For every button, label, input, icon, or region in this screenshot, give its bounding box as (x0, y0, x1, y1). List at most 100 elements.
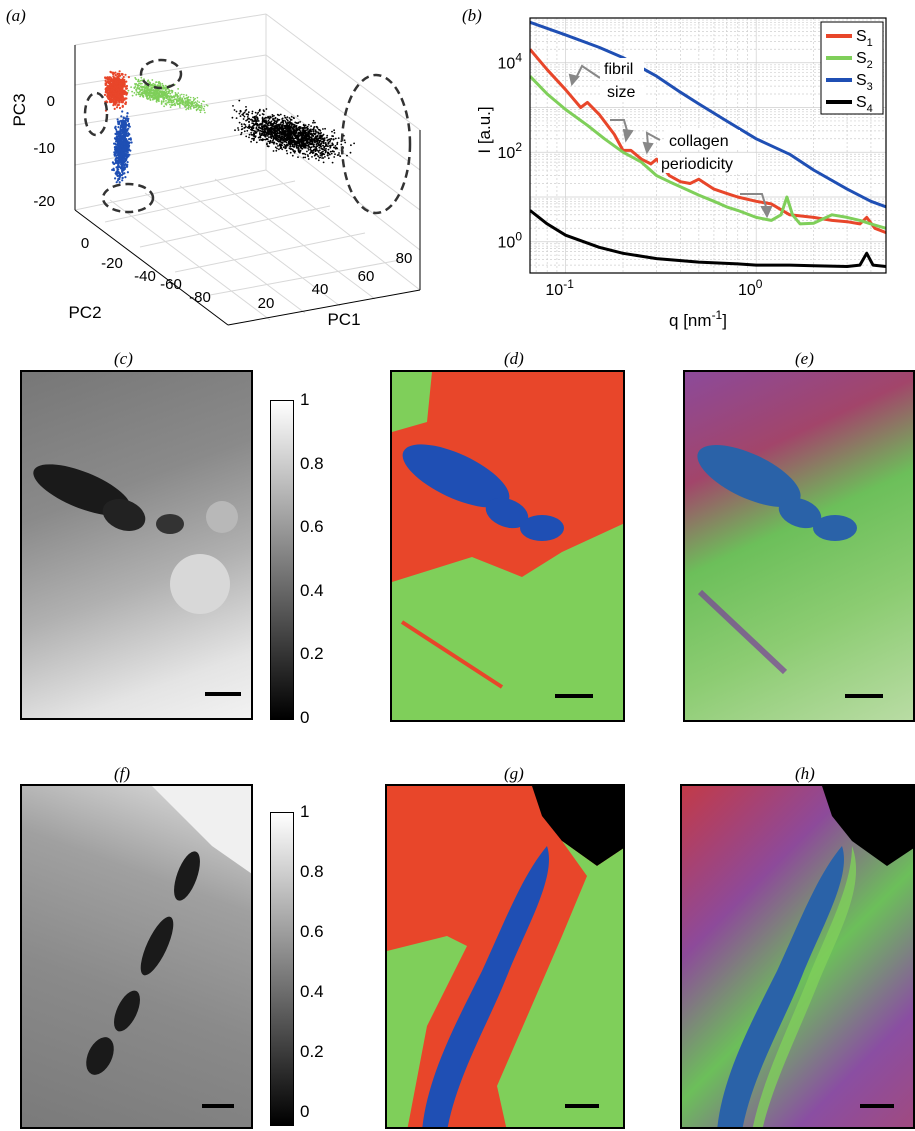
pca-point (277, 138, 280, 141)
pca-point (271, 134, 274, 137)
pca-point (256, 117, 259, 120)
pca-point (126, 115, 129, 118)
pca-point (126, 171, 129, 174)
pca-point (304, 133, 307, 136)
pca-point (281, 118, 283, 120)
pca-point (238, 99, 241, 102)
pca-point (166, 90, 168, 93)
pca-point (288, 147, 291, 150)
pca-point (289, 130, 292, 133)
colorbar-tick: 0.4 (300, 982, 324, 1001)
pca-point (107, 96, 110, 100)
pca-point (294, 150, 297, 153)
pca-point (108, 76, 111, 79)
pca-point (121, 73, 124, 76)
pca-point (283, 146, 285, 148)
y-tick: 0 (81, 235, 89, 252)
pca-point (322, 150, 324, 153)
pca-point (272, 139, 274, 142)
pca-points (103, 70, 355, 184)
pca-point (118, 181, 121, 184)
pca-point (192, 96, 195, 99)
pca-point (317, 128, 320, 131)
pca-point (302, 136, 305, 139)
pca-point (160, 96, 163, 98)
pca-point (252, 139, 255, 142)
pca-point (286, 127, 289, 130)
pca-point (123, 89, 126, 92)
pca-point (271, 114, 274, 116)
pca-point (319, 152, 322, 155)
pca-point (127, 149, 130, 152)
pca-point (325, 150, 327, 153)
pca-point (112, 169, 115, 172)
pca-point (313, 137, 316, 140)
pca-point (308, 136, 310, 139)
scale-bar (555, 694, 593, 698)
colorbar-tick: 0 (300, 708, 310, 727)
pca-point (117, 98, 120, 101)
pca-point (246, 116, 249, 118)
annotation-fibril: fibril (604, 61, 633, 78)
pca-point (254, 111, 257, 114)
pca-point (311, 149, 313, 152)
scale-bar (845, 694, 883, 698)
pca-point (184, 105, 186, 107)
pca-point (312, 121, 314, 124)
pca-point (112, 71, 115, 74)
pca-point (318, 149, 321, 152)
pca-point (340, 143, 343, 146)
scale-bar (860, 1104, 894, 1108)
pca-point (309, 148, 312, 151)
pca-point (241, 113, 244, 116)
pca-point (118, 160, 121, 163)
pca-point (197, 107, 199, 109)
pca-point (179, 94, 181, 96)
pca-point (118, 174, 121, 177)
pca-point (251, 112, 254, 115)
pca-point (123, 142, 126, 146)
pca-point (120, 166, 124, 169)
pca-point (240, 123, 243, 126)
pca-y-label: PC2 (68, 303, 101, 322)
pca-point (310, 146, 313, 149)
pca-point (148, 81, 151, 83)
pca-point (283, 133, 286, 136)
pca-point (150, 94, 152, 97)
pca-point (283, 140, 286, 143)
pca-point (130, 141, 133, 144)
pca-point (311, 137, 313, 140)
panel-label-e: (e) (795, 349, 814, 368)
pca-point (336, 143, 339, 146)
pca-point (124, 146, 128, 149)
pca-point (140, 92, 143, 95)
pca-point (288, 143, 290, 145)
pca-point (125, 164, 128, 167)
panel-label-c: (c) (114, 349, 133, 368)
pca-point (283, 114, 286, 117)
pca-point (276, 143, 278, 145)
pca-point (157, 89, 160, 92)
pca-point (118, 177, 121, 181)
grayscale-map-c (20, 370, 253, 720)
pca-point (325, 143, 328, 146)
pca-point (323, 147, 325, 150)
pca-point (333, 156, 336, 158)
pca-point (302, 139, 305, 141)
pca-point (234, 129, 236, 132)
pca-point (248, 133, 251, 136)
pca-point (117, 141, 120, 144)
pca-point (276, 147, 278, 150)
pca-point (279, 113, 282, 116)
pca-point (255, 115, 258, 117)
pca-point (238, 121, 241, 124)
z-tick: -10 (33, 140, 55, 157)
pca-point (187, 96, 189, 99)
pca-point (268, 121, 270, 123)
pca-point (331, 135, 333, 137)
pca-point (172, 103, 175, 106)
pca-point (141, 85, 144, 88)
pca-point (182, 96, 185, 98)
pca-point (140, 89, 143, 91)
pca-point (350, 144, 352, 147)
